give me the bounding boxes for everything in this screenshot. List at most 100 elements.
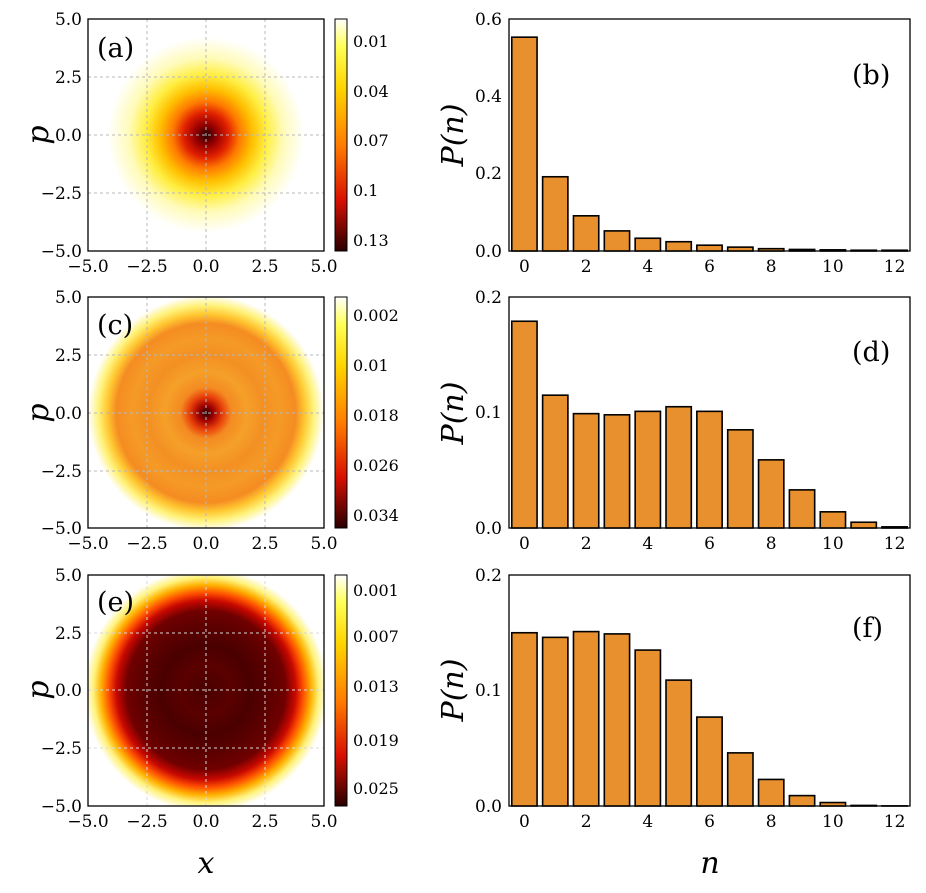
heatmap-e-frame	[87, 574, 325, 807]
a-cbtick-1: 0.04	[353, 82, 389, 101]
bar-f-n3	[603, 633, 631, 807]
e-xlabel: x	[198, 846, 215, 881]
bar-f-n11	[850, 804, 878, 807]
d-ytick-1: 0.1	[475, 403, 502, 423]
e-cbtick-4: 0.025	[353, 779, 399, 798]
heatmap-a-grid	[88, 19, 324, 251]
a-cbtick-4: 0.13	[353, 231, 389, 250]
c-cbtick-1: 0.01	[353, 356, 389, 375]
d-ylabel: P(n)	[436, 382, 471, 446]
bar-d-n6	[696, 410, 723, 529]
e-xtick-0: −5.0	[67, 812, 108, 832]
bars-f	[510, 630, 909, 807]
f-xtick-5: 10	[822, 812, 844, 832]
d-xtick-6: 12	[884, 534, 906, 554]
c-cbtick-0: 0.002	[353, 306, 399, 325]
b-xtick-1: 2	[581, 257, 592, 277]
bar-b-n1	[541, 175, 569, 252]
f-xtick-2: 4	[642, 812, 653, 832]
a-cbtick-0: 0.01	[353, 32, 389, 51]
f-xtick-1: 2	[581, 812, 592, 832]
c-xtick-1: −2.5	[126, 534, 167, 554]
bar-b-n6	[696, 244, 723, 252]
bar-d-n0	[510, 320, 538, 529]
b-xtick-6: 12	[884, 257, 906, 277]
d-xtick-4: 8	[766, 534, 777, 554]
colorbar-a	[334, 18, 348, 252]
e-cbtick-0: 0.001	[353, 581, 399, 600]
e-ylabel: p	[21, 680, 56, 699]
c-xtick-4: 5.0	[310, 534, 337, 554]
a-cbtick-3: 0.1	[353, 181, 378, 200]
b-ytick-2: 0.2	[475, 164, 502, 184]
b-ytick-1: 0.4	[475, 87, 502, 107]
d-xtick-5: 10	[822, 534, 844, 554]
a-ylabel: p	[21, 125, 56, 144]
f-ytick-0: 0.2	[475, 566, 502, 586]
panel-e: (e) 5.0 2.5 0.0 −2.5 −5.0 −5.0 −2.5 0.0 …	[21, 566, 399, 881]
a-cbtick-2: 0.07	[353, 131, 389, 150]
a-ytick-0: 5.0	[55, 10, 82, 30]
bar-b-n12	[881, 249, 909, 252]
bar-d-n10	[819, 511, 847, 529]
panel-c: (c) 5.0 2.5 0.0 −2.5 −5.0 −5.0 −2.5 0.0 …	[21, 288, 399, 554]
f-xtick-3: 6	[704, 812, 715, 832]
e-ytick-4: −5.0	[41, 797, 82, 817]
heatmap-c-grid	[88, 297, 324, 528]
e-xtick-4: 5.0	[310, 812, 337, 832]
panel-label-e: (e)	[97, 587, 134, 618]
bar-f-n8	[757, 778, 785, 807]
e-cbtick-2: 0.013	[353, 677, 399, 696]
bar-b-n2	[572, 215, 600, 252]
bar-b-frame	[508, 18, 911, 252]
bar-d-n12	[881, 526, 909, 529]
bar-f-n2	[572, 630, 600, 807]
bar-f-n7	[726, 752, 754, 807]
bar-b-n8	[757, 247, 785, 252]
heatmap-a-frame	[87, 18, 325, 252]
bar-d-n5	[665, 405, 693, 529]
bars-b	[510, 36, 909, 252]
f-ytick-2: 0.0	[475, 797, 502, 817]
panel-a: (a) 5.0 2.5 0.0 −2.5 −5.0 −5.0 −2.5 0.0 …	[21, 10, 389, 277]
bar-d-n4	[634, 410, 662, 529]
b-ylabel: P(n)	[436, 104, 471, 168]
bar-b-n11	[850, 249, 878, 252]
bar-b-n4	[634, 237, 662, 252]
d-xtick-1: 2	[581, 534, 592, 554]
a-xtick-0: −5.0	[67, 257, 108, 277]
c-ytick-2: 0.0	[55, 404, 82, 424]
bar-f-n4	[634, 649, 662, 807]
f-xtick-4: 8	[766, 812, 777, 832]
bar-b-n0	[510, 36, 538, 252]
panel-d: (d) 0.2 0.1 0.0 0 2 4 6 8 10 12 P(n)	[436, 288, 911, 554]
bar-b-n3	[603, 230, 631, 252]
panel-b: (b) 0.6 0.4 0.2 0.0 0 2 4 6 8 10 12 P(n)	[436, 10, 911, 277]
e-cbtick-3: 0.019	[353, 731, 399, 750]
c-ytick-1: 2.5	[55, 346, 82, 366]
d-xtick-2: 4	[642, 534, 653, 554]
f-ytick-1: 0.1	[475, 681, 502, 701]
bar-f-n6	[696, 716, 723, 807]
bar-d-n7	[726, 429, 754, 529]
c-xtick-3: 2.5	[251, 534, 278, 554]
bar-f-n10	[819, 801, 847, 807]
bar-f-n9	[788, 794, 816, 807]
panel-label-a: (a)	[97, 33, 134, 64]
b-xtick-4: 8	[766, 257, 777, 277]
e-ytick-1: 2.5	[55, 624, 82, 644]
e-cbtick-1: 0.007	[353, 627, 399, 646]
a-ytick-2: 0.0	[55, 126, 82, 146]
c-cbtick-3: 0.026	[353, 456, 399, 475]
bar-b-n5	[665, 240, 693, 252]
a-ytick-3: −2.5	[41, 184, 82, 204]
f-xlabel: n	[700, 846, 719, 881]
bar-d-n3	[603, 414, 631, 529]
c-cbtick-4: 0.034	[353, 506, 399, 525]
bar-f-n0	[510, 631, 538, 807]
c-ytick-4: −5.0	[41, 519, 82, 539]
c-xtick-0: −5.0	[67, 534, 108, 554]
colorbar-e	[334, 574, 348, 807]
panel-label-d: (d)	[852, 337, 890, 368]
